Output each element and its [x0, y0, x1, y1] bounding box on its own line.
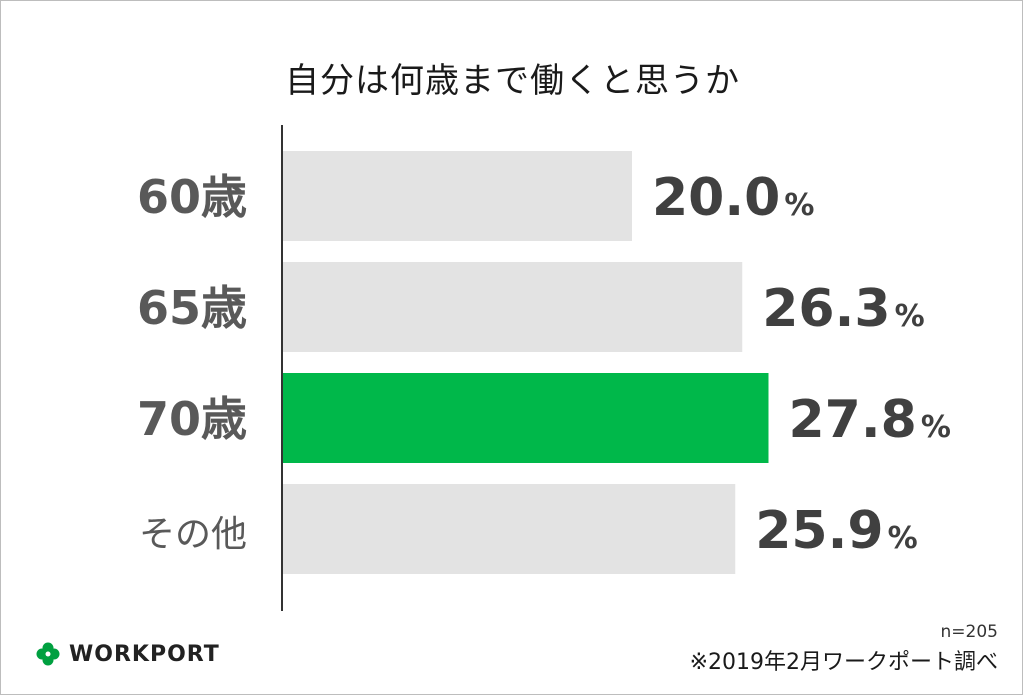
brand-logo: WORKPORT	[35, 641, 220, 667]
labels-group: 60歳 20.0 % 65歳 26.3 % 70歳 27.8 % その他 25.9%	[137, 168, 951, 561]
category-label-2: 70歳	[137, 392, 247, 446]
value-label-2: 27.8%	[789, 390, 951, 450]
bars-group	[282, 151, 769, 574]
clover-icon	[36, 642, 60, 666]
value-label-1: 26.3%	[762, 279, 924, 339]
category-label-3: その他	[139, 514, 247, 555]
brand-name: WORKPORT	[69, 641, 220, 667]
category-label-1: 65歳	[137, 281, 247, 335]
bar-1	[282, 262, 743, 352]
value-label-0: 20.0%	[652, 168, 814, 228]
bar-0	[282, 151, 632, 241]
value-label-3: 25.9%	[755, 501, 917, 561]
source-note: ※2019年2月ワークポート調べ	[689, 650, 998, 675]
bar-2	[282, 373, 769, 463]
chart-title: 自分は何歳まで働くと思うか	[285, 61, 740, 101]
bar-3	[282, 484, 736, 574]
category-label-0: 60歳	[137, 170, 247, 224]
sample-size-note: n=205	[940, 622, 998, 642]
